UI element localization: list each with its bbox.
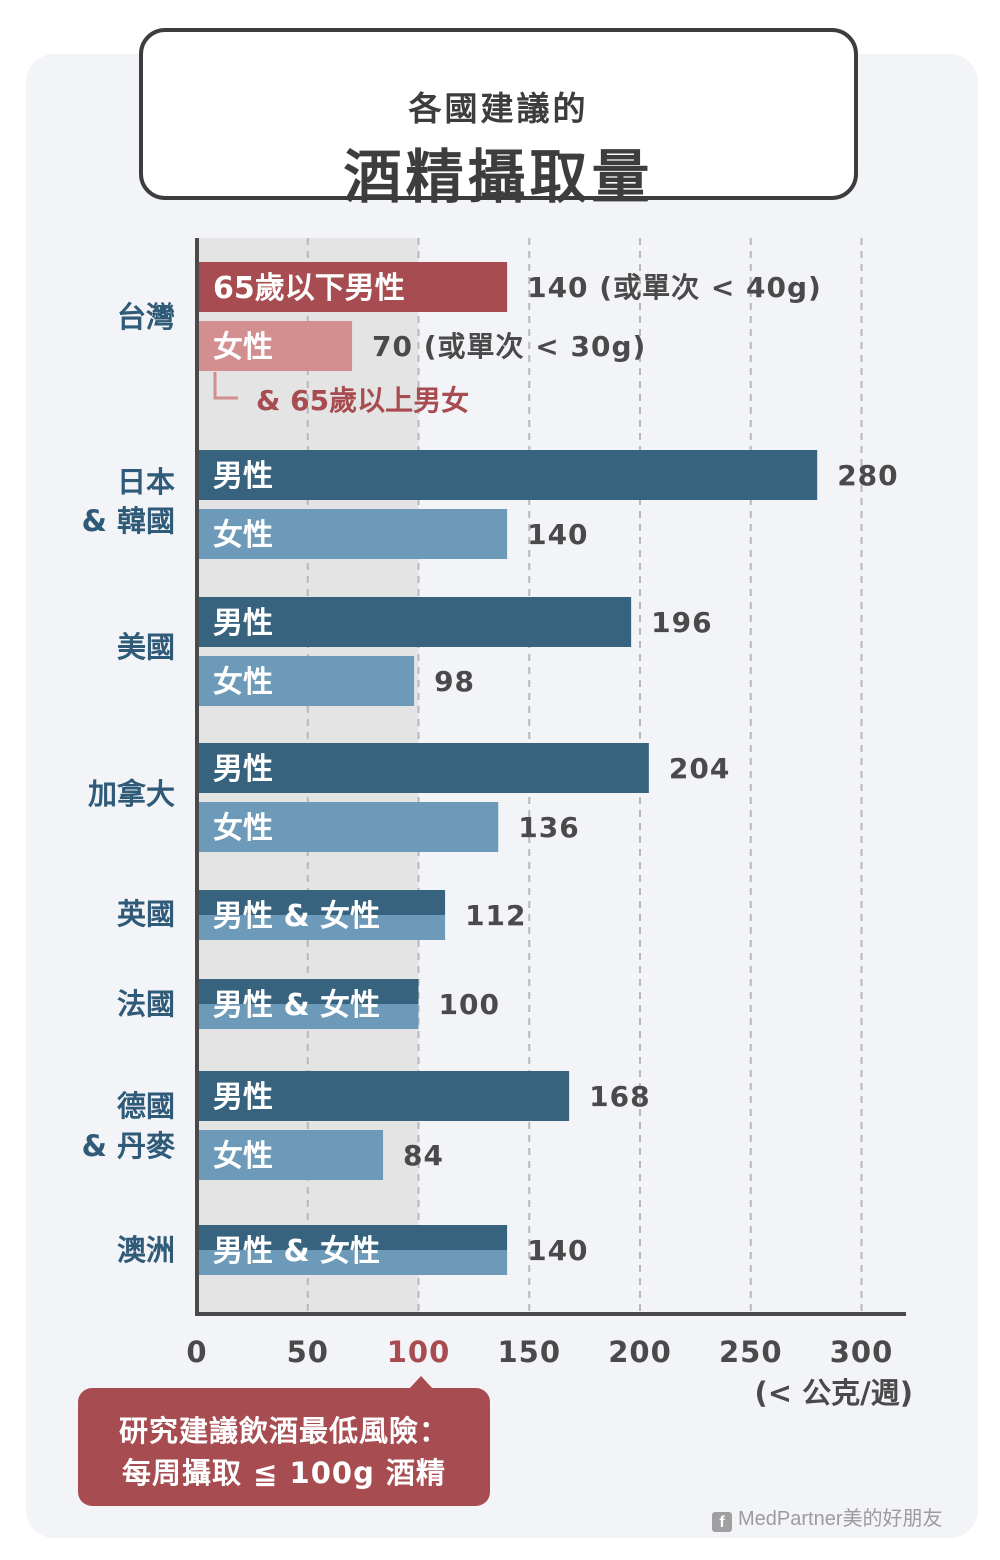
tick-label: 0 xyxy=(186,1335,207,1369)
country-label: 澳洲 xyxy=(117,1233,175,1267)
bar xyxy=(197,450,818,500)
data-label: 196 xyxy=(651,606,712,639)
bar xyxy=(197,1071,570,1121)
unit-label: (< 公克/週) xyxy=(755,1376,914,1410)
bar xyxy=(197,1130,384,1180)
bar xyxy=(197,262,508,312)
bar xyxy=(197,802,499,852)
title-box: 各國建議的 酒精攝取量 xyxy=(139,28,858,211)
facebook-icon: f xyxy=(712,1512,732,1532)
tick-label: 300 xyxy=(830,1335,894,1369)
data-label: 84 xyxy=(403,1139,444,1172)
data-label: 112 xyxy=(465,899,526,932)
tick-label: 150 xyxy=(497,1335,561,1369)
data-label: 140 (或單次 < 40g) xyxy=(527,271,822,304)
data-label: 98 xyxy=(434,665,475,698)
data-label: 204 xyxy=(669,752,730,785)
credit-text: MedPartner美的好朋友 xyxy=(738,1508,943,1530)
data-label: 100 xyxy=(439,988,500,1021)
bar-label: 男性 & 女性 xyxy=(213,988,380,1023)
bar xyxy=(197,597,632,647)
note-label: & 65歲以上男女 xyxy=(256,384,469,417)
bar-label: 男性 xyxy=(213,459,273,494)
low-risk-callout: 研究建議飲酒最低風險： 每周攝取 ≦ 100g 酒精 xyxy=(78,1388,490,1506)
bar-label: 女性 xyxy=(213,330,273,365)
bar xyxy=(197,743,649,793)
tick-label: 200 xyxy=(608,1335,672,1369)
country-label: 德國 xyxy=(117,1089,175,1123)
bar-female xyxy=(197,1250,508,1275)
callout-pointer xyxy=(408,1376,434,1390)
country-label: & 丹麥 xyxy=(82,1129,176,1163)
bar-label: 女性 xyxy=(213,518,273,553)
bar-label: 65歲以下男性 xyxy=(213,271,405,306)
callout-line-1: 研究建議飲酒最低風險： xyxy=(118,1414,449,1448)
title-line-1: 各國建議的 xyxy=(408,89,589,128)
callout-line-2: 每周攝取 ≦ 100g 酒精 xyxy=(122,1456,446,1490)
bar xyxy=(197,656,415,706)
country-label: 英國 xyxy=(117,897,175,931)
country-label: 台灣 xyxy=(117,300,175,334)
data-label: 280 xyxy=(837,459,898,492)
data-label: 140 xyxy=(527,1234,588,1267)
data-label: 168 xyxy=(589,1080,650,1113)
data-label: 136 xyxy=(518,811,579,844)
bar-label: 男性 xyxy=(213,1080,273,1115)
country-label: 日本 xyxy=(117,465,175,499)
country-label: & 韓國 xyxy=(82,504,175,538)
bar-label: 女性 xyxy=(213,1139,273,1174)
bar-male xyxy=(197,979,419,1004)
bar-label: 男性 & 女性 xyxy=(213,899,380,934)
bar xyxy=(197,509,508,559)
data-label: 140 xyxy=(527,518,588,551)
bar-male xyxy=(197,1225,508,1250)
tick-label: 250 xyxy=(719,1335,783,1369)
country-label: 法國 xyxy=(117,987,175,1021)
tick-label: 50 xyxy=(287,1335,329,1369)
bar-male xyxy=(197,890,446,915)
bar-female xyxy=(197,1004,419,1029)
country-label: 加拿大 xyxy=(88,777,175,811)
credit: f MedPartner美的好朋友 xyxy=(712,1502,943,1532)
bar xyxy=(197,321,353,371)
bar-label: 女性 xyxy=(213,811,273,846)
note-connector xyxy=(213,372,238,400)
bar-label: 男性 xyxy=(213,606,273,641)
bar-label: 男性 & 女性 xyxy=(213,1234,380,1269)
bar-label: 男性 xyxy=(213,752,273,787)
bar-female xyxy=(197,915,446,940)
title-line-2: 酒精攝取量 xyxy=(343,143,654,211)
country-label: 美國 xyxy=(117,630,175,664)
data-label: 70 (或單次 < 30g) xyxy=(372,330,646,363)
bar-label: 女性 xyxy=(213,665,273,700)
tick-label: 100 xyxy=(387,1335,451,1369)
